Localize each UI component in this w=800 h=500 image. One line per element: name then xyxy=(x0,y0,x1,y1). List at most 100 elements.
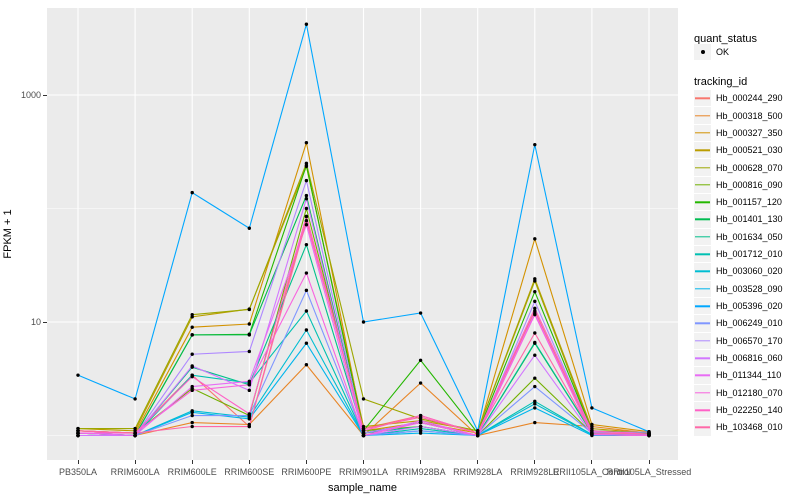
data-point xyxy=(190,413,194,418)
legend-item-Hb_001712_010: Hb_001712_010 xyxy=(694,245,783,263)
legend-item-Hb_000521_030: Hb_000521_030 xyxy=(694,141,783,159)
data-point xyxy=(418,381,423,385)
x-axis-tick xyxy=(363,460,364,464)
data-point xyxy=(247,424,251,429)
legend-item-Hb_006570_170: Hb_006570_170 xyxy=(694,332,783,349)
data-point xyxy=(247,322,251,326)
x-tick-label: RRIM901LA xyxy=(338,467,389,477)
data-point xyxy=(247,383,251,387)
x-tick-label: RRIM928LE xyxy=(510,467,560,477)
legend-item-label: Hb_006249_010 xyxy=(716,318,783,329)
series-color-line-icon xyxy=(695,357,710,359)
data-point xyxy=(418,424,423,429)
data-point xyxy=(304,288,309,293)
legend-item-label: OK xyxy=(716,47,730,58)
point-marker-icon xyxy=(700,50,705,55)
data-point xyxy=(361,320,366,324)
series-color-line-icon xyxy=(695,426,710,429)
legend-item-label: Hb_000521_030 xyxy=(716,145,783,156)
legend-item-Hb_000628_070: Hb_000628_070 xyxy=(694,159,783,176)
data-point xyxy=(304,178,309,183)
data-point xyxy=(533,279,537,283)
data-point xyxy=(590,422,594,427)
legend-key-swatch xyxy=(694,159,711,176)
legend-key-point xyxy=(694,44,711,61)
data-point xyxy=(533,420,537,425)
data-point xyxy=(590,431,594,435)
legend-item-Hb_001157_120: Hb_001157_120 xyxy=(694,193,782,211)
legend-item-Hb_003060_020: Hb_003060_020 xyxy=(694,263,783,280)
legend-item-Hb_011344_110: Hb_011344_110 xyxy=(694,367,782,384)
data-point xyxy=(304,363,309,367)
x-axis-title: sample_name xyxy=(327,482,398,494)
data-point xyxy=(304,222,309,227)
data-point xyxy=(304,341,309,345)
data-point xyxy=(133,397,137,401)
data-point xyxy=(304,214,309,219)
legend-key-swatch xyxy=(694,280,711,298)
y-tick-label: 10 xyxy=(30,317,41,327)
data-point xyxy=(533,306,537,311)
legend-item-Hb_000318_500: Hb_000318_500 xyxy=(694,107,783,124)
legend-title-tracking-id: tracking_id xyxy=(694,76,748,88)
legend-item-label: Hb_006570_170 xyxy=(716,335,783,346)
data-point xyxy=(190,424,194,429)
legend-item-label: Hb_005396_020 xyxy=(716,301,783,312)
data-point xyxy=(361,397,366,401)
series-color-line-icon xyxy=(695,201,710,203)
data-point xyxy=(304,219,309,223)
data-point xyxy=(304,163,309,168)
x-axis-tick xyxy=(477,460,479,464)
legend-item-label: Hb_000244_290 xyxy=(716,93,783,104)
data-point xyxy=(304,206,309,211)
data-point xyxy=(533,406,537,410)
legend-item-label: Hb_000816_090 xyxy=(716,179,783,190)
data-point xyxy=(418,415,423,419)
data-point xyxy=(190,388,194,393)
data-point xyxy=(590,406,594,410)
data-point xyxy=(190,190,194,195)
panel-background xyxy=(47,8,678,460)
x-axis-tick xyxy=(648,460,650,464)
data-point xyxy=(533,142,537,147)
data-point xyxy=(247,349,251,354)
series-color-line-icon xyxy=(695,270,710,273)
data-point xyxy=(361,427,366,431)
x-axis-tick xyxy=(420,460,422,464)
legend-key-swatch xyxy=(694,384,711,401)
series-color-line-icon xyxy=(695,340,710,342)
legend-item-Hb_000816_090: Hb_000816_090 xyxy=(694,176,783,194)
data-point xyxy=(304,22,309,26)
data-point xyxy=(190,352,194,356)
data-point xyxy=(533,376,537,380)
legend-key-swatch xyxy=(694,193,711,211)
data-point xyxy=(361,433,366,438)
legend-item-label: Hb_103468_010 xyxy=(716,422,783,433)
y-axis-title: FPKM + 1 xyxy=(2,209,14,259)
legend-key-swatch xyxy=(694,315,711,332)
data-point xyxy=(533,340,537,345)
legend-key-swatch xyxy=(694,245,711,263)
legend-item-Hb_103468_010: Hb_103468_010 xyxy=(694,419,783,436)
data-point xyxy=(304,140,309,145)
x-tick-label: RRII105LA_Control xyxy=(552,467,631,477)
data-point xyxy=(247,226,251,230)
data-point xyxy=(476,433,480,438)
series-color-line-icon xyxy=(695,374,710,377)
legend-key-swatch xyxy=(694,176,711,194)
data-point xyxy=(133,433,137,438)
data-point xyxy=(76,373,80,377)
series-color-line-icon xyxy=(695,114,710,117)
data-point xyxy=(533,384,537,389)
legend-key-swatch xyxy=(694,297,711,315)
data-point xyxy=(647,432,651,436)
x-axis-tick xyxy=(134,460,136,464)
data-point xyxy=(304,193,309,198)
series-color-line-icon xyxy=(695,97,710,99)
legend-key-swatch xyxy=(694,211,711,228)
legend-item-label: Hb_011344_110 xyxy=(716,370,782,381)
legend-key-swatch xyxy=(694,349,711,367)
plot-panel xyxy=(47,8,678,460)
legend-item-label: Hb_022250_140 xyxy=(716,405,783,416)
series-color-line-icon xyxy=(695,288,710,290)
